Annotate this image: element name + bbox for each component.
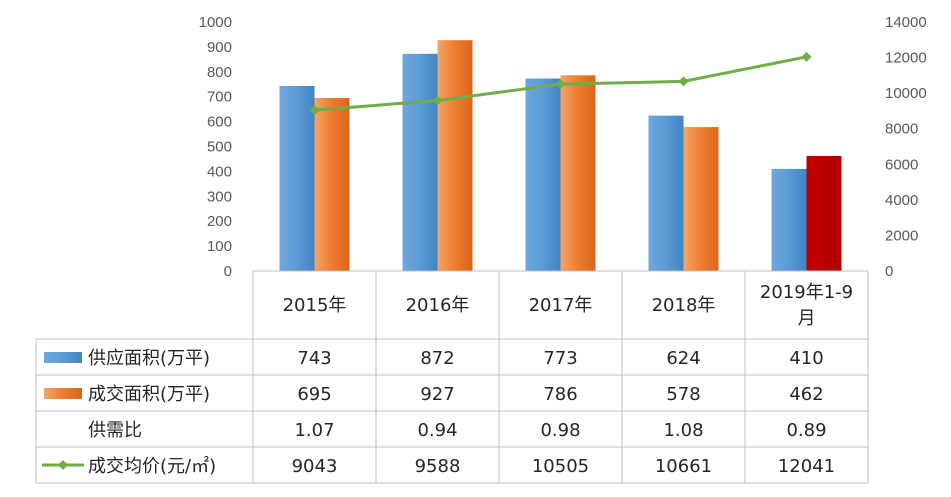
y-left-tick-label: 400 — [207, 163, 232, 180]
y-left-tick-label: 700 — [207, 89, 232, 106]
row-label: 供需比 — [88, 420, 142, 441]
table-cell-value: 786 — [543, 384, 577, 405]
y-right-tick-label: 0 — [885, 263, 893, 280]
legend-marker-price — [58, 460, 68, 470]
legend-swatch-supply — [44, 352, 82, 363]
price-marker — [309, 105, 320, 116]
y-left-tick-label: 0 — [224, 263, 232, 280]
table-cell-value: 578 — [666, 384, 700, 405]
table-cell-value: 695 — [297, 384, 331, 405]
y-left-tick-label: 500 — [207, 139, 232, 156]
legend-swatch-deal — [44, 388, 82, 399]
y-right-tick-label: 6000 — [885, 156, 918, 173]
table-cell-value: 1.07 — [294, 420, 334, 441]
y-right-tick-label: 12000 — [885, 50, 927, 67]
bar-deal-highlight — [806, 155, 842, 271]
table-cell-value: 10505 — [532, 456, 589, 477]
y-right-tick-label: 14000 — [885, 14, 927, 31]
table-cell-value: 1.08 — [663, 420, 703, 441]
y-right-tick-label: 8000 — [885, 121, 918, 138]
bar-supply — [402, 53, 438, 271]
row-label: 供应面积(万平) — [88, 348, 210, 369]
table-cell-value: 743 — [297, 348, 331, 369]
bar-supply — [525, 78, 561, 271]
y-right-tick-label: 10000 — [885, 85, 927, 102]
y-axis-right: 0 2000 4000 6000 8000 10000 12000 14000 — [885, 14, 927, 280]
table-cell-value: 12041 — [778, 456, 835, 477]
line-series — [309, 51, 812, 116]
table-cell-value: 9588 — [415, 456, 461, 477]
table-cell-value: 0.94 — [417, 420, 457, 441]
category-label: 2015年 — [283, 295, 347, 316]
table-cell-value: 0.89 — [786, 420, 826, 441]
bar-deal — [314, 97, 350, 271]
y-left-tick-label: 1000 — [199, 14, 232, 31]
price-marker — [801, 51, 812, 62]
y-left-tick-label: 800 — [207, 64, 232, 81]
category-label: 2017年 — [529, 295, 593, 316]
bar-deal — [683, 127, 719, 271]
table-cell-value: 410 — [789, 348, 823, 369]
y-left-tick-label: 600 — [207, 114, 232, 131]
price-marker — [555, 79, 566, 90]
table-cell-value: 462 — [789, 384, 823, 405]
category-label: 月 — [798, 308, 816, 329]
table-cell-value: 0.98 — [540, 420, 580, 441]
table-cell-value: 872 — [420, 348, 454, 369]
category-label: 2016年 — [406, 295, 470, 316]
price-marker — [432, 95, 443, 106]
price-marker — [678, 76, 689, 87]
y-left-tick-label: 300 — [207, 188, 232, 205]
row-label: 成交面积(万平) — [88, 384, 210, 405]
y-right-tick-label: 4000 — [885, 192, 918, 209]
bar-series — [279, 40, 842, 272]
y-axis-left: 0 100 200 300 400 500 600 700 800 900 1000 — [199, 14, 232, 280]
bar-deal — [437, 40, 473, 271]
y-left-tick-label: 100 — [207, 238, 232, 255]
y-left-tick-label: 200 — [207, 213, 232, 230]
table-cell-value: 10661 — [655, 456, 712, 477]
y-left-tick-label: 900 — [207, 39, 232, 56]
table-cell-value: 927 — [420, 384, 454, 405]
bar-deal — [560, 75, 596, 271]
bar-supply — [771, 168, 807, 271]
row-label: 成交均价(元/㎡) — [88, 455, 216, 477]
y-right-tick-label: 2000 — [885, 227, 918, 244]
category-label: 2018年 — [652, 295, 716, 316]
table-cell-value: 773 — [543, 348, 577, 369]
table-cell-value: 624 — [666, 348, 700, 369]
bar-supply — [648, 115, 684, 272]
bar-supply — [279, 85, 315, 271]
category-label: 2019年1-9 — [760, 282, 853, 303]
table-cell-value: 9043 — [292, 456, 338, 477]
